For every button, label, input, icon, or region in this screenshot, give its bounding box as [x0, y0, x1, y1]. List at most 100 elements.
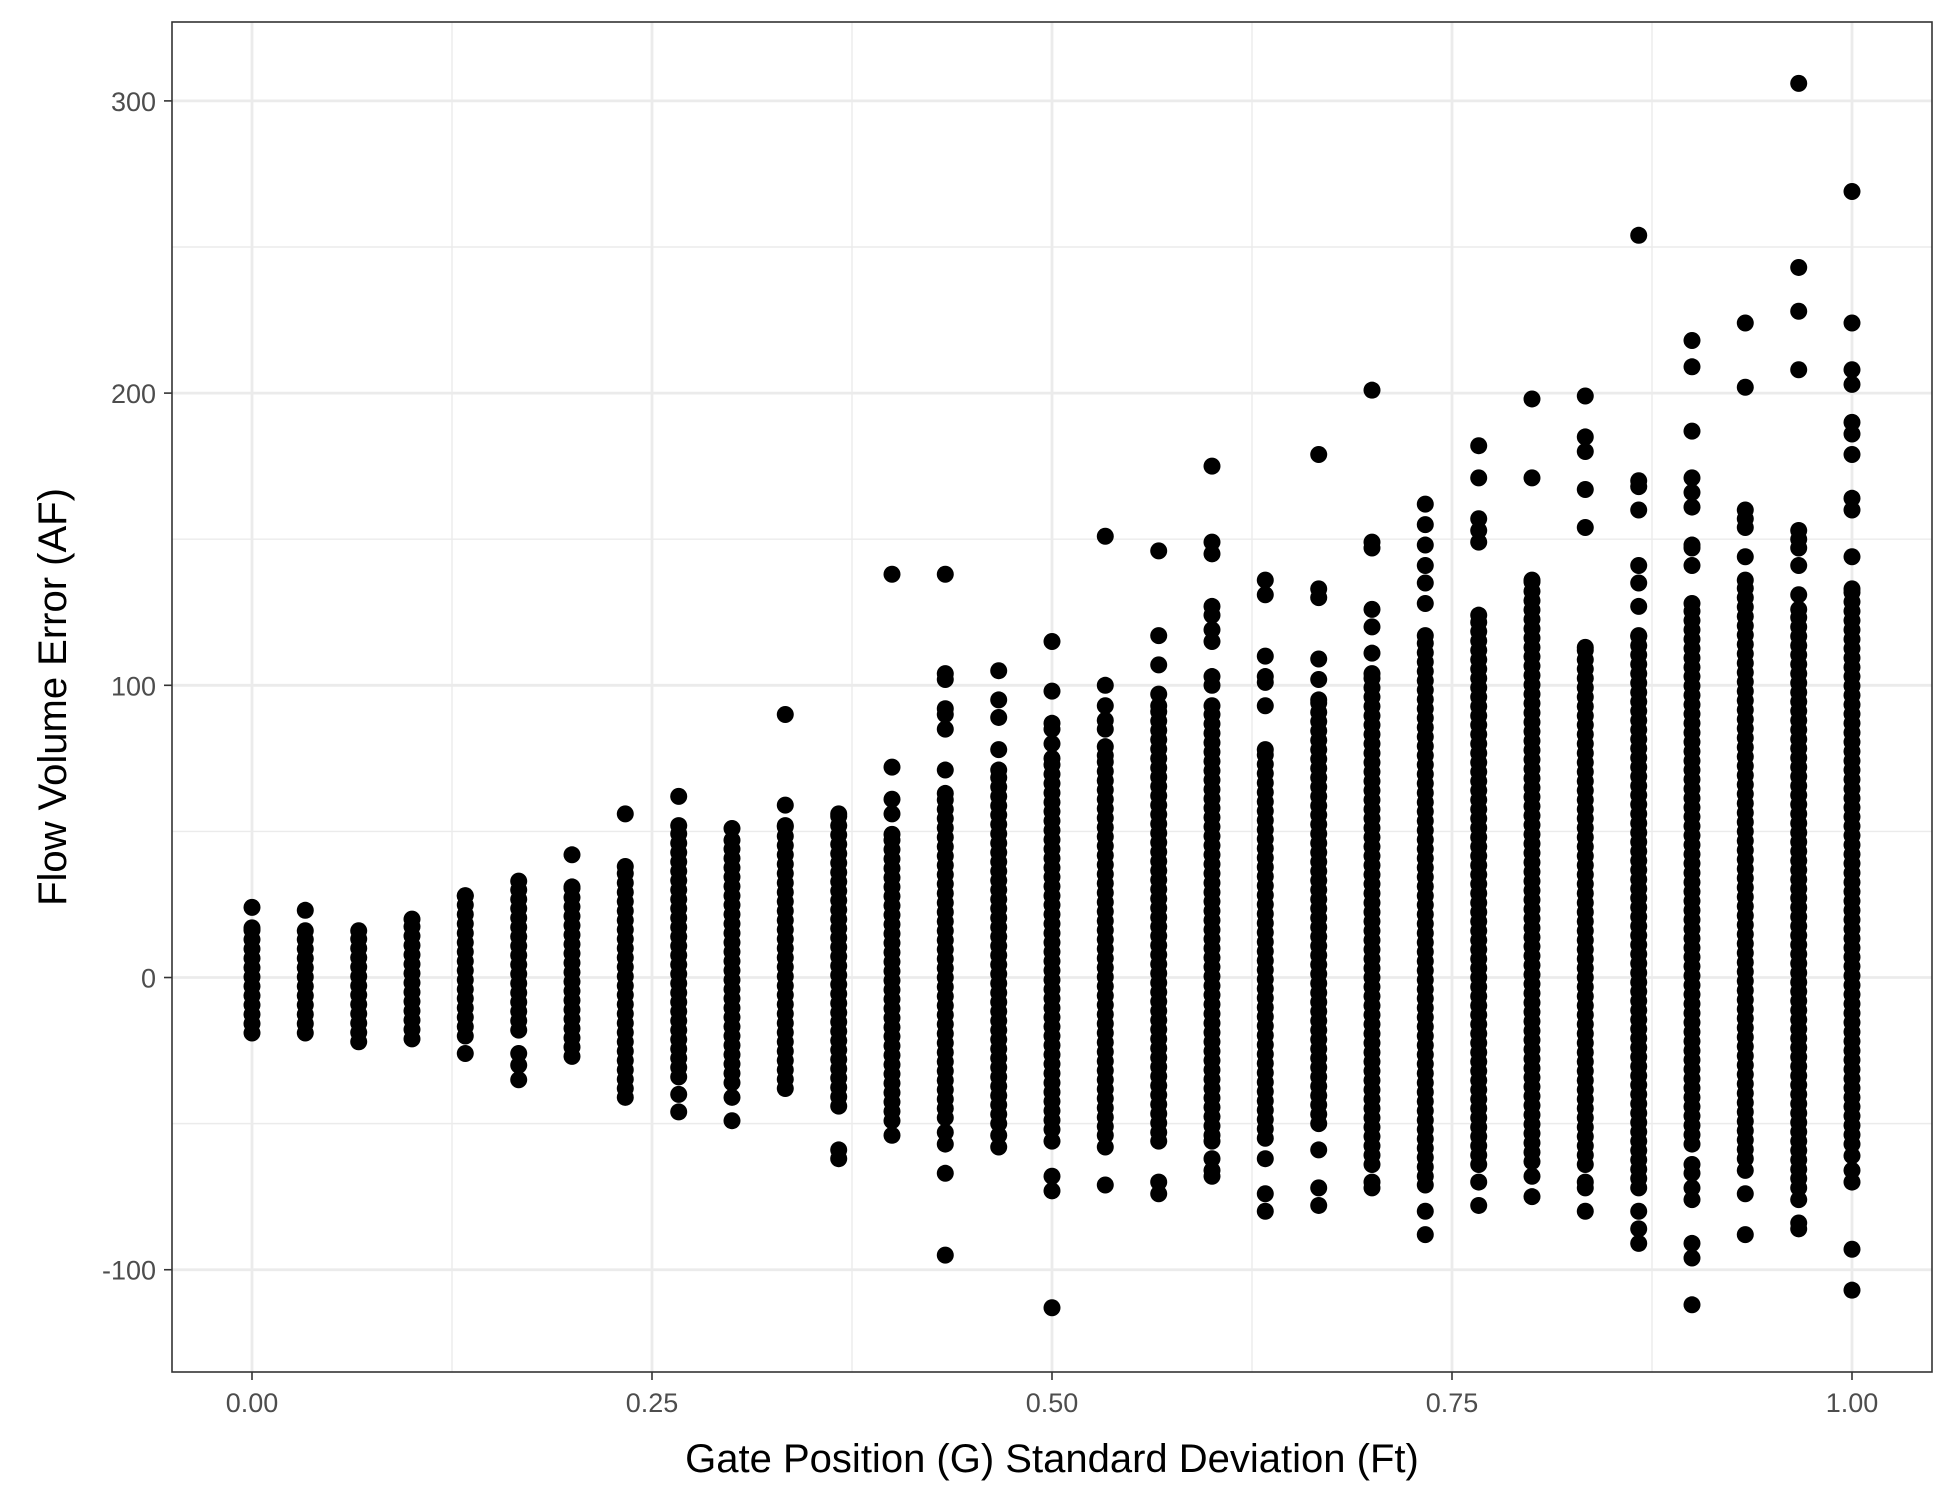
data-point-outlier [1310, 1179, 1328, 1197]
data-point-outlier [510, 1044, 528, 1062]
data-point-outlier [1576, 481, 1594, 499]
data-point-outlier [1843, 1281, 1861, 1299]
data-point-outlier [1630, 1234, 1648, 1252]
data-point-outlier [1256, 647, 1274, 665]
data-point [1683, 594, 1701, 612]
data-point [936, 784, 954, 802]
data-point-outlier [1203, 1167, 1221, 1185]
data-point-outlier [1683, 332, 1701, 350]
data-point-outlier [1576, 1202, 1594, 1220]
data-point-outlier [1736, 548, 1754, 566]
data-point-outlier [1576, 1179, 1594, 1197]
data-point-outlier [1470, 510, 1488, 528]
data-point-outlier [1416, 594, 1434, 612]
data-point [1043, 749, 1061, 767]
data-point-outlier [1096, 711, 1114, 729]
data-point-outlier [1736, 1226, 1754, 1244]
data-point-outlier [1150, 685, 1168, 703]
y-tick-label: 0 [141, 964, 156, 994]
data-point-outlier [1683, 358, 1701, 376]
data-point-outlier [776, 796, 794, 814]
data-point-outlier [1843, 1240, 1861, 1258]
data-point-outlier [1416, 536, 1434, 554]
data-point-outlier [1043, 682, 1061, 700]
data-point-outlier [1203, 668, 1221, 686]
data-point-outlier [1363, 381, 1381, 399]
data-point-outlier [670, 787, 688, 805]
data-point-outlier [1523, 390, 1541, 408]
y-tick-label: 100 [111, 671, 156, 701]
data-point-outlier [1576, 387, 1594, 405]
data-point-outlier [1790, 361, 1808, 379]
data-point-outlier [1470, 1173, 1488, 1191]
data-point-outlier [1843, 548, 1861, 566]
data-point-outlier [1256, 668, 1274, 686]
data-point-outlier [1203, 457, 1221, 475]
data-point-outlier [936, 1135, 954, 1153]
data-point-outlier [1790, 521, 1808, 539]
data-point-outlier [1363, 600, 1381, 618]
data-point [563, 878, 581, 896]
data-point-outlier [1416, 1226, 1434, 1244]
x-tick-label: 0.00 [226, 1388, 279, 1418]
data-point-outlier [1683, 422, 1701, 440]
data-point-outlier [936, 1123, 954, 1141]
data-point-outlier [1790, 74, 1808, 92]
data-point [1576, 638, 1594, 656]
data-point-outlier [616, 1088, 634, 1106]
data-point-outlier [243, 898, 261, 916]
data-point-outlier [830, 1150, 848, 1168]
data-point-outlier [1416, 574, 1434, 592]
data-point-outlier [1310, 670, 1328, 688]
data-point-outlier [723, 819, 741, 837]
data-point-outlier [1203, 597, 1221, 615]
data-point-outlier [1630, 597, 1648, 615]
data-point [830, 805, 848, 823]
data-point-outlier [1683, 1179, 1701, 1197]
data-point-outlier [1096, 1126, 1114, 1144]
y-tick-label: -100 [102, 1256, 156, 1286]
data-point-outlier [990, 662, 1008, 680]
data-point [776, 817, 794, 835]
data-point [1843, 580, 1861, 598]
data-point-outlier [1310, 650, 1328, 668]
data-point-outlier [1630, 501, 1648, 519]
data-point-outlier [1256, 1185, 1274, 1203]
data-point-outlier [616, 805, 634, 823]
data-point-outlier [1843, 489, 1861, 507]
data-point-outlier [1203, 533, 1221, 551]
data-point-outlier [883, 1126, 901, 1144]
data-point-outlier [1630, 557, 1648, 575]
data-point [1203, 697, 1221, 715]
data-point-outlier [1576, 443, 1594, 461]
data-point-outlier [1683, 498, 1701, 516]
data-point [243, 919, 261, 937]
data-point-outlier [1790, 258, 1808, 276]
data-point [1523, 571, 1541, 589]
data-point-outlier [1843, 361, 1861, 379]
data-point-outlier [1470, 469, 1488, 487]
data-point-outlier [1363, 533, 1381, 551]
data-point-outlier [1043, 1132, 1061, 1150]
data-point-outlier [1203, 545, 1221, 563]
y-axis: -100 0 100 200 300 [102, 87, 172, 1286]
data-point-outlier [1203, 621, 1221, 639]
data-point-outlier [1736, 314, 1754, 332]
data-point-outlier [1683, 536, 1701, 554]
data-point-outlier [1843, 375, 1861, 393]
data-point-outlier [1523, 1188, 1541, 1206]
data-point [723, 831, 741, 849]
data-point-outlier [1310, 1196, 1328, 1214]
data-point-outlier [1790, 557, 1808, 575]
data-point-outlier [1150, 1173, 1168, 1191]
data-point-outlier [1470, 521, 1488, 539]
data-point-outlier [1790, 302, 1808, 320]
data-point-outlier [1203, 1132, 1221, 1150]
data-point-outlier [1043, 714, 1061, 732]
data-point-outlier [1843, 182, 1861, 200]
data-point [883, 825, 901, 843]
x-tick-label: 0.50 [1026, 1388, 1079, 1418]
data-points [243, 74, 1861, 1317]
data-point-outlier [1416, 495, 1434, 513]
